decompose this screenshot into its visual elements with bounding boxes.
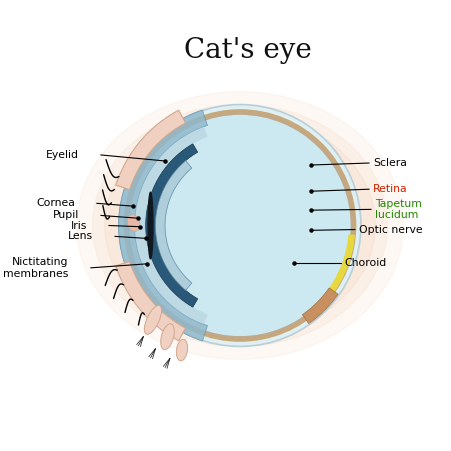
Circle shape [124,109,356,342]
Ellipse shape [105,115,375,336]
Polygon shape [322,235,354,302]
Polygon shape [116,110,185,189]
Text: Cornea: Cornea [36,198,75,208]
Ellipse shape [92,105,387,346]
Polygon shape [135,127,208,324]
Text: Sclera: Sclera [373,158,407,168]
Polygon shape [146,144,198,307]
Text: Choroid: Choroid [345,258,387,267]
Ellipse shape [148,192,153,259]
Ellipse shape [161,324,174,350]
Ellipse shape [144,305,161,334]
Text: Eyelid: Eyelid [46,150,79,160]
Text: Lens: Lens [68,231,93,241]
Circle shape [126,112,354,339]
Polygon shape [156,161,192,290]
Ellipse shape [127,215,140,231]
Text: Optic nerve: Optic nerve [359,225,423,235]
Circle shape [119,105,361,346]
Text: Pupil: Pupil [52,211,79,221]
Circle shape [129,115,351,336]
Text: Iris: Iris [70,221,87,230]
Polygon shape [116,262,185,341]
Ellipse shape [77,92,403,359]
Text: Cat's eye: Cat's eye [184,37,312,64]
Text: Nictitating
membranes: Nictitating membranes [3,257,69,279]
Polygon shape [303,288,338,323]
Text: Retina: Retina [373,184,408,194]
Ellipse shape [176,339,188,361]
Polygon shape [119,110,207,341]
Text: Tapetum
lucidum: Tapetum lucidum [375,198,422,220]
